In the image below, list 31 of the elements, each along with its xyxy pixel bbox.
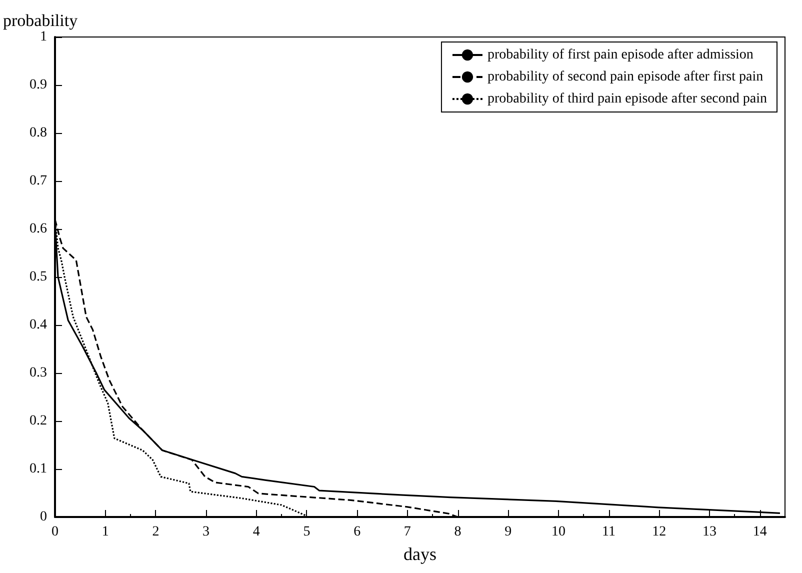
x-tick-label: 13 — [702, 524, 716, 540]
x-tick-label: 10 — [551, 524, 566, 540]
x-tick-label: 5 — [303, 524, 310, 540]
x-tick-label: 0 — [52, 524, 58, 540]
x-tick-label: 4 — [252, 524, 260, 540]
y-tick-label: 0.2 — [30, 414, 47, 428]
x-tick-label: 8 — [454, 524, 462, 540]
legend-label: probability of first pain episode after admission — [487, 48, 754, 62]
y-tick-label: 0.8 — [30, 126, 47, 140]
y-tick-label: 0 — [40, 510, 47, 524]
y-tick-label: 0.4 — [30, 318, 47, 332]
legend-label: probability of second pain episode after first pain — [487, 70, 764, 84]
x-tick-label: 3 — [202, 524, 210, 540]
legend-label: probability of third pain episode after second pain — [487, 92, 768, 106]
y-tick-label: 0.6 — [30, 222, 47, 236]
x-tick-label: 11 — [602, 524, 616, 540]
x-tick-label: 6 — [354, 524, 361, 540]
x-tick-label: 12 — [652, 524, 666, 540]
y-tick-label: 0.9 — [30, 78, 47, 92]
x-tick-label: 2 — [152, 524, 160, 540]
y-tick-label: 0.5 — [30, 270, 47, 284]
y-tick-label: 0.7 — [30, 174, 47, 188]
x-tick-label: 7 — [404, 524, 411, 540]
y-tick-label: 1 — [40, 30, 47, 44]
x-tick-label: 9 — [504, 524, 512, 540]
x-axis-title: days — [404, 544, 436, 564]
x-tick-label: 1 — [102, 524, 109, 540]
y-tick-label: 0.3 — [30, 366, 47, 380]
y-axis-title: probability — [3, 11, 78, 30]
x-tick-label: 14 — [752, 524, 767, 540]
y-tick-label: 0.1 — [30, 462, 47, 476]
